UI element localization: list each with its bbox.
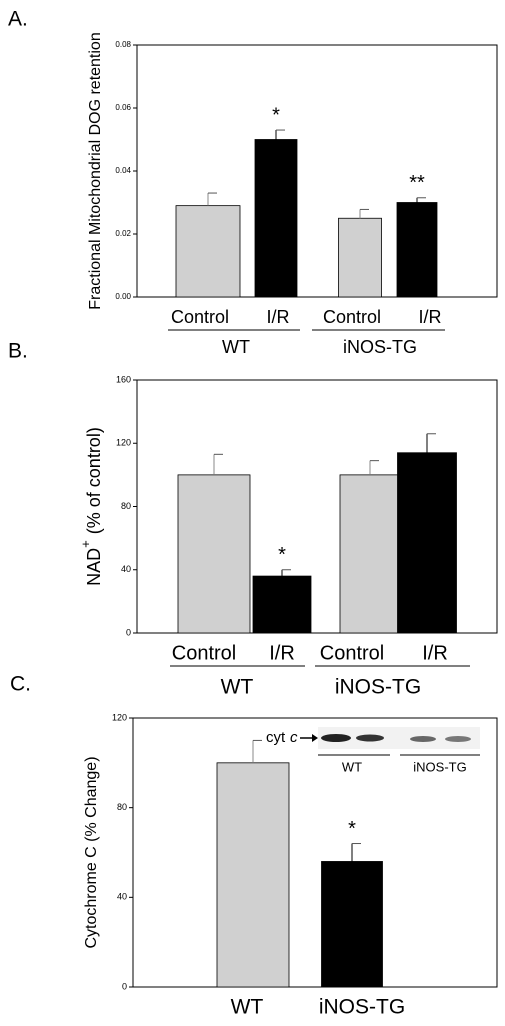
x-tick-label: WT [231,996,264,1019]
y-tick-label: 40 [121,564,131,574]
bar [252,575,312,634]
panel-label: A. [8,8,28,31]
x-tick-label: I/R [269,642,295,664]
group-label: WT [222,337,250,357]
significance-label: * [348,818,356,840]
band [445,736,471,742]
arrow-head [312,734,318,742]
x-tick-label: iNOS-TG [319,996,405,1019]
bar [321,861,383,988]
y-axis-label-main: NAD [84,548,104,586]
panel-label: B. [8,340,28,363]
x-tick-label: Control [323,307,381,327]
bar [338,217,382,298]
significance-label: * [272,104,280,126]
x-tick-label: Control [171,307,229,327]
x-tick-label: I/R [422,642,448,664]
x-tick-label: Control [172,642,236,664]
y-tick-label: 40 [117,892,127,902]
gel [318,727,480,749]
panel-label: C. [10,673,31,696]
y-tick-label: 80 [117,802,127,812]
y-tick-label: 80 [121,501,131,511]
y-tick-label: 0.00 [115,292,131,301]
bar [216,762,290,988]
y-tick-label: 0.08 [115,40,131,49]
bar [339,474,401,634]
y-axis-label: Cytochrome C (% Change) [83,756,100,948]
lane-label: WT [342,759,362,774]
y-tick-label: 0 [126,627,131,637]
y-tick-label: 0.06 [115,103,131,112]
band [356,734,384,742]
bar [177,474,251,634]
group-label: WT [221,676,254,699]
bar [254,139,298,298]
y-tick-label: 0.04 [115,166,131,175]
significance-label: ** [409,172,425,194]
significance-label: * [278,544,286,566]
plot-frame [132,717,498,988]
x-tick-label: Control [320,642,384,664]
group-label: iNOS-TG [335,676,421,699]
x-tick-label: I/R [418,307,441,327]
x-tick-label: I/R [266,307,289,327]
band [321,734,351,742]
y-tick-label: 120 [112,712,127,722]
group-label: iNOS-TG [343,337,417,357]
inset-blot: cyt c WT iNOS-TG [266,727,480,774]
inset-protein-italic: c [290,729,298,746]
band [410,736,436,742]
y-axis-label-sup: + [78,540,93,548]
bar [175,205,241,298]
y-tick-label: 0 [122,981,127,991]
y-axis-label: NAD+ (% of control) [78,427,103,586]
lane-label: iNOS-TG [413,759,466,774]
y-tick-label: 120 [116,438,131,448]
y-axis-label-rest: (% of control) [84,427,104,534]
y-tick-label: 0.02 [115,229,131,238]
bar [396,202,438,298]
bar [397,452,457,634]
inset-protein: cyt [266,729,286,746]
y-tick-label: 160 [116,374,131,384]
y-axis-label: Fractional Mitochondrial DOG retention [87,32,104,309]
